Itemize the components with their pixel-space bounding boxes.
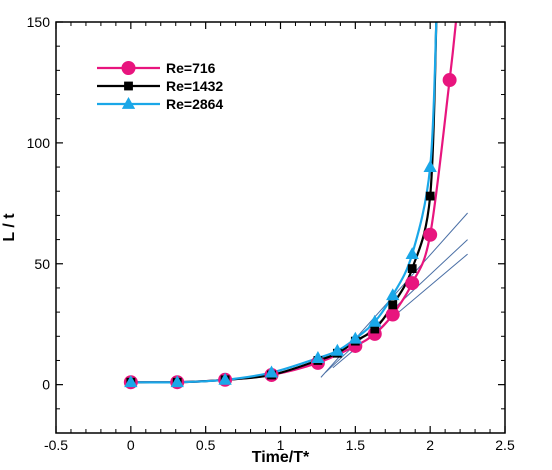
data-point-square xyxy=(425,191,435,201)
data-point-triangle xyxy=(218,372,232,385)
data-point-triangle xyxy=(170,375,184,388)
data-point-triangle xyxy=(311,351,325,363)
data-point-square xyxy=(407,264,417,273)
legend: Re=716 Re=1432 Re=2864 xyxy=(97,60,223,112)
legend-label: Re=2864 xyxy=(166,96,223,112)
x-tick-label: 0.5 xyxy=(196,437,216,453)
data-point-circle xyxy=(121,61,136,75)
data-point-triangle xyxy=(124,375,138,388)
data-point-triangle xyxy=(386,288,400,301)
data-point-circle xyxy=(385,307,400,322)
marker-layer xyxy=(123,73,457,390)
data-point-triangle xyxy=(121,97,136,109)
data-point-circle xyxy=(423,227,438,242)
data-point-circle xyxy=(442,73,457,88)
data-point-triangle xyxy=(348,331,362,344)
data-point-circle xyxy=(405,276,420,291)
axis-ticks xyxy=(55,21,506,434)
data-point-triangle xyxy=(423,160,437,172)
x-tick-label: 0 xyxy=(127,437,135,453)
data-point-square xyxy=(388,300,398,310)
x-tick-label: 2.5 xyxy=(495,437,515,453)
x-tick-label: 1 xyxy=(277,437,285,453)
x-axis-label: Time/T* xyxy=(252,449,310,466)
x-tick-label: -0.5 xyxy=(44,437,68,453)
y-tick-label: 100 xyxy=(27,135,51,151)
y-tick-label: 50 xyxy=(34,256,50,272)
legend-label: Re=716 xyxy=(166,60,216,76)
legend-label: Re=1432 xyxy=(166,78,223,94)
x-tick-label: 2 xyxy=(426,437,434,453)
axis-tick-labels: -0.5 0 0.5 1 1.5 2 2.5 0 50 100 150 xyxy=(27,14,515,453)
data-point-triangle xyxy=(368,314,382,327)
data-point-square xyxy=(370,324,380,334)
data-point-triangle xyxy=(405,247,419,259)
y-tick-label: 0 xyxy=(42,377,50,393)
data-point-triangle xyxy=(264,365,279,378)
data-point-triangle xyxy=(330,343,345,356)
plot-frame xyxy=(55,21,506,434)
y-tick-label: 150 xyxy=(27,14,51,30)
data-point-square xyxy=(124,81,133,91)
y-axis-label: L / t xyxy=(1,213,18,242)
x-tick-label: 1.5 xyxy=(346,437,366,453)
